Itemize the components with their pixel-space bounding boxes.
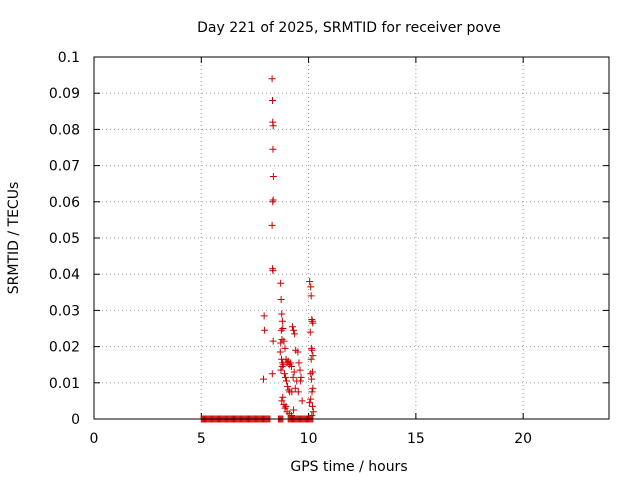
data-point (261, 326, 269, 334)
data-point (308, 346, 316, 354)
data-point (268, 221, 276, 229)
data-point (294, 388, 302, 396)
data-point (282, 377, 290, 385)
data-point (279, 393, 287, 401)
y-tick-label: 0.1 (58, 50, 80, 66)
data-point (289, 373, 297, 381)
data-point (291, 384, 299, 392)
x-tick-label: 15 (407, 431, 425, 447)
data-point (306, 277, 314, 285)
y-tick-label: 0.07 (49, 159, 80, 175)
data-point (269, 337, 277, 345)
data-point (277, 366, 285, 374)
data-point (278, 317, 286, 325)
data-point (307, 395, 315, 403)
y-tick-label: 0.06 (49, 195, 80, 211)
y-tick-label: 0.01 (49, 376, 80, 392)
chart-title: Day 221 of 2025, SRMTID for receiver pov… (197, 20, 501, 36)
x-tick-label: 10 (300, 431, 318, 447)
data-point (279, 325, 287, 332)
x-tick-label: 0 (90, 431, 99, 447)
data-point (284, 382, 292, 390)
data-point (296, 377, 304, 385)
y-tick-label: 0.08 (49, 122, 80, 138)
data-point (278, 363, 286, 371)
data-point (298, 397, 306, 405)
data-point (308, 375, 316, 383)
data-point (309, 319, 317, 327)
data-point (309, 384, 317, 392)
data-point (291, 330, 299, 338)
points-layer (197, 75, 317, 423)
data-point (290, 406, 298, 414)
y-tick-label: 0.02 (49, 340, 80, 356)
data-point (297, 373, 305, 381)
plot-frame (93, 56, 610, 420)
data-point (269, 267, 277, 275)
y-axis-label: SRMTID / TECUs (6, 182, 22, 295)
data-point (294, 348, 302, 356)
data-point (269, 196, 277, 204)
data-point (277, 339, 285, 347)
data-point (277, 296, 285, 304)
data-point (295, 359, 303, 367)
data-point (307, 370, 315, 378)
data-point (269, 122, 277, 130)
x-axis-label: GPS time / hours (290, 459, 407, 475)
data-point (281, 373, 289, 381)
data-point (286, 359, 294, 367)
data-point (308, 315, 316, 323)
data-point (260, 375, 268, 383)
y-tick-label: 0.03 (49, 303, 80, 319)
data-point (278, 335, 286, 343)
data-point (309, 352, 317, 360)
data-point (276, 348, 284, 356)
data-point (288, 388, 296, 396)
data-point (280, 337, 288, 345)
data-point (306, 328, 314, 336)
data-point (269, 96, 277, 104)
y-tick-label: 0 (71, 412, 80, 428)
data-point (282, 402, 290, 410)
data-point (308, 388, 316, 396)
data-point (285, 386, 293, 394)
data-point (307, 283, 315, 291)
data-point (287, 363, 295, 371)
data-point (269, 145, 277, 153)
x-tick-label: 20 (514, 431, 532, 447)
data-point (281, 370, 289, 378)
data-point (278, 310, 286, 318)
x-tick-label: 5 (197, 431, 206, 447)
data-point (260, 312, 268, 320)
data-point (268, 75, 276, 83)
data-point (281, 344, 289, 352)
data-point (277, 279, 285, 287)
data-point (268, 370, 276, 378)
data-point (288, 323, 296, 331)
data-point (307, 292, 315, 300)
y-tick-label: 0.05 (49, 231, 80, 247)
data-point (309, 408, 317, 416)
y-tick-label: 0.09 (49, 86, 80, 102)
data-point (308, 368, 316, 376)
data-point (308, 402, 316, 410)
data-point (307, 355, 315, 363)
data-point (277, 326, 285, 334)
grid-layer (94, 57, 609, 419)
y-tick-label: 0.04 (49, 267, 80, 283)
data-point (269, 172, 277, 180)
data-point (290, 368, 298, 376)
data-point (278, 397, 286, 405)
data-point (306, 399, 314, 407)
data-point (281, 404, 289, 412)
ticks-layer: 0 0.01 0.02 0.03 0.04 0.05 0.06 0.07 0.08 0.09 0.1… (49, 50, 609, 447)
data-point (279, 361, 287, 369)
data-point (296, 366, 304, 374)
data-point (290, 326, 298, 334)
